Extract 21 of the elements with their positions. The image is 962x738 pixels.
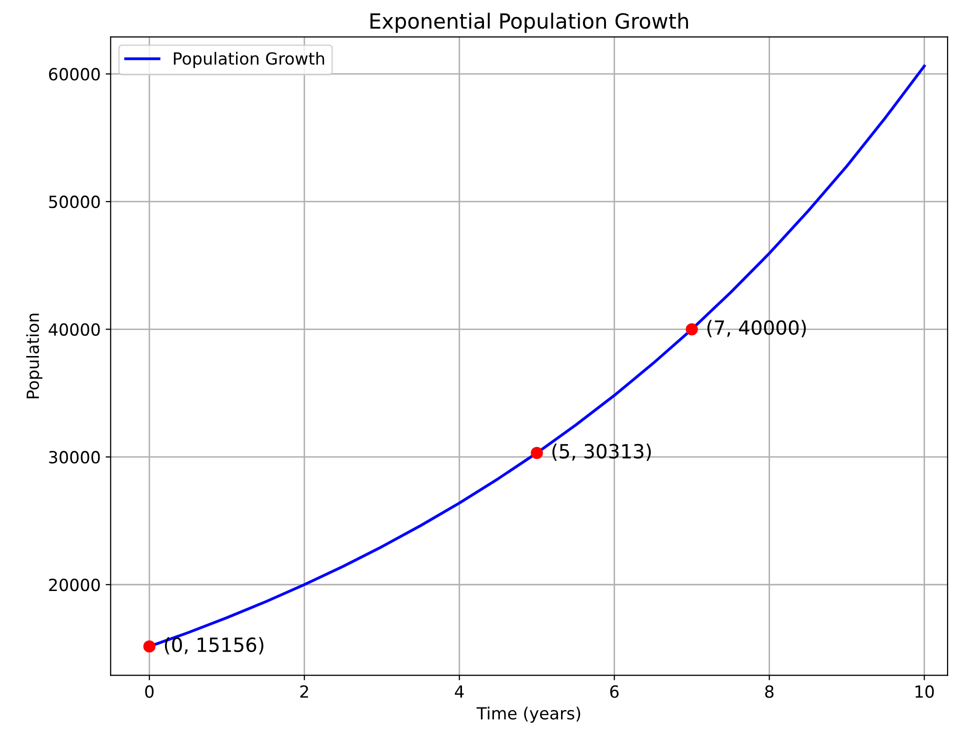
y-axis-title: Population	[26, 314, 42, 398]
x-axis-title: Time (years)	[476, 706, 580, 723]
x-tick-label: 10	[916, 685, 934, 698]
annotation: (0, 15156)	[164, 637, 264, 654]
point	[143, 640, 156, 653]
y-tick-label: 60000	[49, 68, 100, 80]
y-tick-label: 20000	[49, 578, 100, 592]
x-tick-label: 8	[765, 685, 774, 698]
y-tick-label: 50000	[49, 196, 100, 208]
y-tick-label: 40000	[48, 323, 100, 336]
x-tick-label: 0	[145, 685, 154, 698]
chart-title: Exponential Population Growth	[370, 12, 688, 33]
y-tick-label: 30000	[49, 450, 100, 464]
x-tick-label: 2	[300, 685, 308, 698]
point	[530, 446, 543, 460]
point	[686, 323, 698, 336]
legend-label: Population Growth	[174, 52, 324, 68]
annotation: (5, 30313)	[552, 444, 651, 461]
x-tick-label: 4	[454, 686, 464, 698]
annotation: (7, 40000)	[707, 320, 806, 338]
x-tick-label: 6	[610, 685, 619, 698]
